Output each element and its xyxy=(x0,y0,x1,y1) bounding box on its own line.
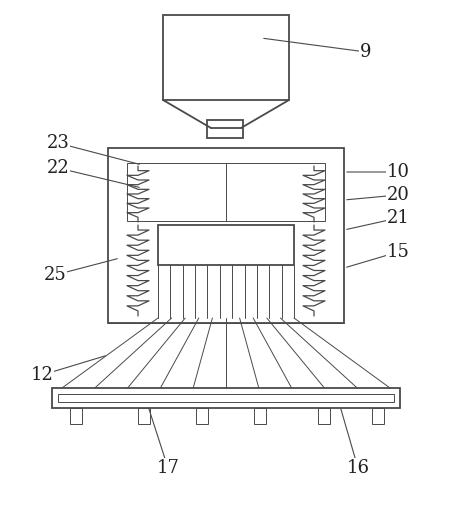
Bar xyxy=(108,148,343,323)
Text: 22: 22 xyxy=(46,159,69,177)
Bar xyxy=(196,408,207,424)
Bar xyxy=(52,388,399,408)
Text: 25: 25 xyxy=(44,266,66,284)
Text: 21: 21 xyxy=(386,209,409,227)
Bar xyxy=(127,163,324,221)
Bar xyxy=(163,15,288,100)
Text: 12: 12 xyxy=(31,366,53,384)
Bar xyxy=(371,408,383,424)
Text: 23: 23 xyxy=(46,134,69,152)
Bar xyxy=(70,408,82,424)
Bar xyxy=(158,225,293,265)
Bar xyxy=(253,408,265,424)
Text: 16: 16 xyxy=(346,459,368,477)
Bar xyxy=(58,394,393,402)
Text: 15: 15 xyxy=(386,243,409,261)
Text: 17: 17 xyxy=(156,459,179,477)
Text: 20: 20 xyxy=(386,186,409,204)
Bar xyxy=(318,408,329,424)
Bar xyxy=(207,120,243,138)
Text: 9: 9 xyxy=(359,43,371,61)
Bar xyxy=(138,408,150,424)
Text: 10: 10 xyxy=(386,163,409,181)
